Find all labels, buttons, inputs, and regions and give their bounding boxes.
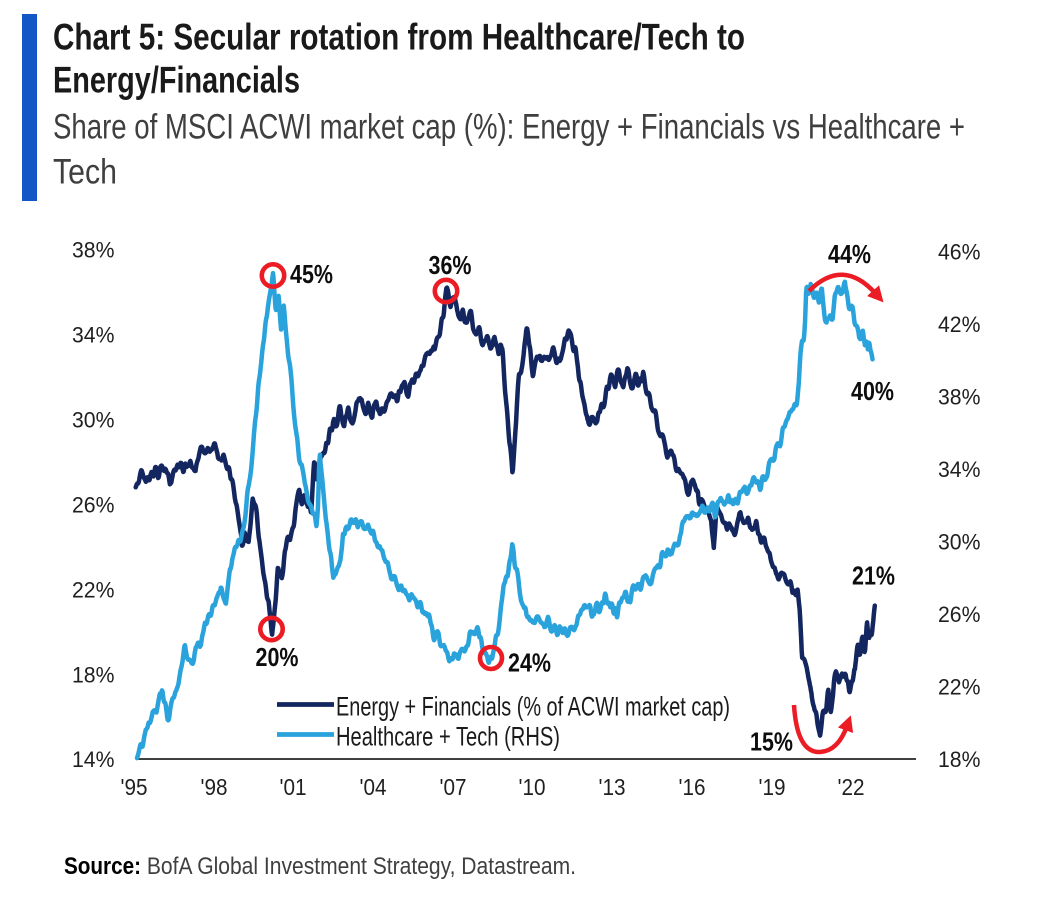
svg-text:30%: 30% (72, 408, 115, 433)
svg-text:Source: BofA Global Investment: Source: BofA Global Investment Strategy,… (64, 853, 576, 880)
svg-text:'19: '19 (759, 774, 786, 800)
svg-text:40%: 40% (851, 378, 894, 406)
svg-text:34%: 34% (72, 323, 115, 348)
svg-text:18%: 18% (72, 662, 115, 687)
svg-text:'95: '95 (121, 774, 148, 800)
svg-text:Share of MSCI ACWI market cap: Share of MSCI ACWI market cap (%): Energ… (53, 108, 965, 147)
svg-text:42%: 42% (938, 312, 981, 337)
svg-text:30%: 30% (938, 530, 981, 555)
svg-text:Energy/Financials: Energy/Financials (53, 60, 300, 101)
svg-text:36%: 36% (429, 252, 472, 280)
svg-text:26%: 26% (938, 602, 981, 627)
svg-text:'04: '04 (360, 774, 387, 800)
svg-text:15%: 15% (750, 729, 793, 757)
svg-text:14%: 14% (72, 747, 115, 772)
svg-text:Energy + Financials (% of ACWI: Energy + Financials (% of ACWI market ca… (336, 691, 730, 721)
svg-text:18%: 18% (938, 747, 981, 772)
svg-text:38%: 38% (938, 384, 981, 409)
svg-text:26%: 26% (72, 492, 115, 517)
svg-text:44%: 44% (828, 241, 871, 269)
svg-text:46%: 46% (938, 239, 981, 264)
svg-text:Healthcare + Tech (RHS): Healthcare + Tech (RHS) (336, 721, 560, 751)
svg-text:'07: '07 (440, 774, 467, 800)
svg-text:22%: 22% (72, 577, 115, 602)
svg-text:Tech: Tech (53, 153, 117, 192)
svg-text:22%: 22% (938, 675, 981, 700)
svg-text:34%: 34% (938, 457, 981, 482)
svg-text:21%: 21% (852, 563, 895, 591)
svg-text:'01: '01 (280, 774, 307, 800)
svg-text:38%: 38% (72, 238, 115, 263)
svg-text:'10: '10 (519, 774, 546, 800)
svg-text:'16: '16 (679, 774, 706, 800)
svg-text:Chart 5: Secular rotation from: Chart 5: Secular rotation from Healthcar… (53, 17, 745, 58)
svg-text:'13: '13 (599, 774, 626, 800)
svg-text:'98: '98 (201, 774, 228, 800)
svg-text:20%: 20% (256, 644, 299, 672)
svg-text:'22: '22 (838, 774, 865, 800)
svg-text:45%: 45% (290, 261, 333, 289)
svg-text:24%: 24% (508, 650, 551, 678)
